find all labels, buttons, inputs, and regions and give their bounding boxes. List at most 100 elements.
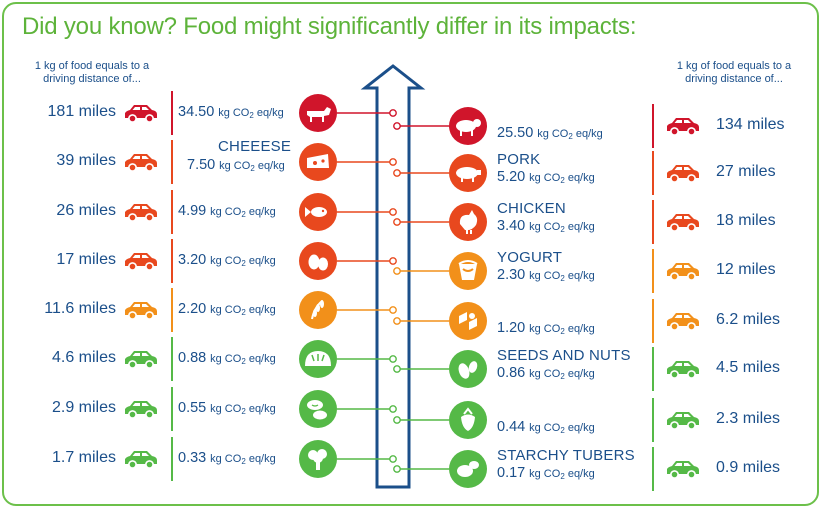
unit-main: kg CO	[210, 403, 242, 415]
left-divider	[171, 91, 173, 135]
unit-subscript: 2	[560, 327, 565, 336]
unit-tail: eq/kg	[564, 468, 595, 480]
right-name-7: STARCHY TUBERS	[497, 447, 635, 464]
broccoli-icon	[299, 440, 337, 478]
left-miles-7: 1.7 miles	[51, 449, 116, 466]
value-unit: kg CO2 eq/kg	[210, 403, 276, 416]
left-miles-0: 181 miles	[47, 103, 116, 120]
unit-main: kg CO	[210, 206, 242, 218]
unit-tail: eq/kg	[564, 323, 595, 335]
connector-dot	[393, 218, 401, 226]
left-value-5: 0.88 kg CO2 eq/kg	[178, 349, 276, 366]
value-unit: kg CO2 eq/kg	[529, 221, 595, 234]
unit-subscript: 2	[241, 259, 246, 268]
left-value-7: 0.33 kg CO2 eq/kg	[178, 449, 276, 466]
chicken-icon	[449, 203, 487, 241]
connectors	[337, 109, 449, 473]
unit-subscript: 2	[241, 357, 246, 366]
unit-main: kg CO	[210, 353, 242, 365]
unit-main: kg CO	[529, 221, 561, 233]
value-number: 3.40	[497, 218, 526, 234]
left-divider	[171, 190, 173, 234]
value-unit: kg CO2 eq/kg	[529, 323, 595, 336]
car-icon	[124, 152, 158, 172]
right-name-1: PORK	[497, 151, 541, 168]
car-icon	[666, 410, 700, 430]
bread-icon	[299, 340, 337, 378]
value-number: 1.20	[497, 320, 526, 336]
unit-tail: eq/kg	[245, 353, 276, 365]
yogurt-icon	[449, 252, 487, 290]
unit-main: kg CO	[537, 128, 569, 140]
car-icon	[124, 349, 158, 369]
value-number: 0.86	[497, 365, 526, 381]
left-miles-1: 39 miles	[56, 152, 116, 169]
unit-subscript: 2	[250, 164, 255, 173]
left-value-1: 7.50 kg CO2 eq/kg	[187, 156, 285, 173]
right-value-2: 3.40 kg CO2 eq/kg	[497, 217, 595, 234]
cow-icon	[299, 94, 337, 132]
connector-dot	[389, 405, 397, 413]
right-miles-7: 0.9 miles	[716, 459, 781, 476]
up-arrow	[360, 64, 426, 489]
car-icon	[666, 212, 700, 232]
left-value-0: 34.50 kg CO2 eq/kg	[178, 103, 284, 120]
value-unit: kg CO2 eq/kg	[537, 128, 603, 141]
car-icon	[124, 300, 158, 320]
right-value-5: 0.86 kg CO2 eq/kg	[497, 364, 595, 381]
unit-subscript: 2	[568, 132, 573, 141]
right-divider	[652, 398, 654, 442]
left-miles-6: 2.9 miles	[51, 399, 116, 416]
pasta-icon	[449, 302, 487, 340]
connector-dot	[389, 158, 397, 166]
value-unit: kg CO2 eq/kg	[529, 270, 595, 283]
unit-tail: eq/kg	[564, 221, 595, 233]
potato-icon	[449, 450, 487, 488]
unit-subscript: 2	[241, 210, 246, 219]
value-number: 5.20	[497, 169, 526, 185]
left-value-6: 0.55 kg CO2 eq/kg	[178, 399, 276, 416]
left-divider	[171, 387, 173, 431]
car-icon	[666, 359, 700, 379]
unit-subscript: 2	[560, 472, 565, 481]
left-miles-2: 26 miles	[56, 202, 116, 219]
connector-dot	[389, 455, 397, 463]
unit-tail: eq/kg	[253, 107, 284, 119]
nuts-icon	[449, 350, 487, 388]
right-divider	[652, 151, 654, 195]
right-miles-1: 27 miles	[716, 163, 776, 180]
cheese-icon	[299, 143, 337, 181]
rice-icon	[299, 291, 337, 329]
unit-tail: eq/kg	[572, 128, 603, 140]
left-value-3: 3.20 kg CO2 eq/kg	[178, 251, 276, 268]
value-number: 0.55	[178, 400, 207, 416]
right-value-0: 25.50 kg CO2 eq/kg	[497, 124, 603, 141]
value-unit: kg CO2 eq/kg	[529, 422, 595, 435]
unit-tail: eq/kg	[245, 403, 276, 415]
car-icon	[666, 116, 700, 136]
right-name-3: YOGURT	[497, 249, 563, 266]
unit-main: kg CO	[210, 453, 242, 465]
right-miles-5: 4.5 miles	[716, 359, 781, 376]
car-icon	[124, 399, 158, 419]
car-icon	[124, 202, 158, 222]
car-icon	[124, 251, 158, 271]
unit-main: kg CO	[529, 270, 561, 282]
value-number: 3.20	[178, 252, 207, 268]
left-divider	[171, 239, 173, 283]
connector-dot	[393, 416, 401, 424]
note-right: 1 kg of food equals to a driving distanc…	[676, 60, 792, 85]
right-miles-6: 2.3 miles	[716, 410, 781, 427]
unit-subscript: 2	[560, 225, 565, 234]
unit-tail: eq/kg	[245, 255, 276, 267]
value-number: 0.88	[178, 350, 207, 366]
unit-main: kg CO	[529, 468, 561, 480]
connector-dot	[389, 257, 397, 265]
unit-main: kg CO	[218, 107, 250, 119]
unit-tail: eq/kg	[564, 368, 595, 380]
value-unit: kg CO2 eq/kg	[210, 255, 276, 268]
right-name-2: CHICKEN	[497, 200, 566, 217]
right-miles-2: 18 miles	[716, 212, 776, 229]
connector-dot	[389, 208, 397, 216]
